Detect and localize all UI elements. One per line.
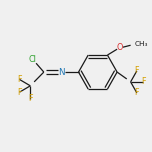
- Text: F: F: [135, 66, 139, 75]
- Text: F: F: [135, 88, 139, 97]
- Text: F: F: [28, 94, 33, 103]
- Text: N: N: [58, 68, 64, 77]
- Text: Cl: Cl: [28, 55, 36, 64]
- Text: F: F: [141, 77, 145, 86]
- Text: O: O: [117, 43, 123, 52]
- Text: F: F: [17, 88, 22, 97]
- Text: CH₃: CH₃: [135, 41, 148, 47]
- Text: F: F: [17, 75, 22, 84]
